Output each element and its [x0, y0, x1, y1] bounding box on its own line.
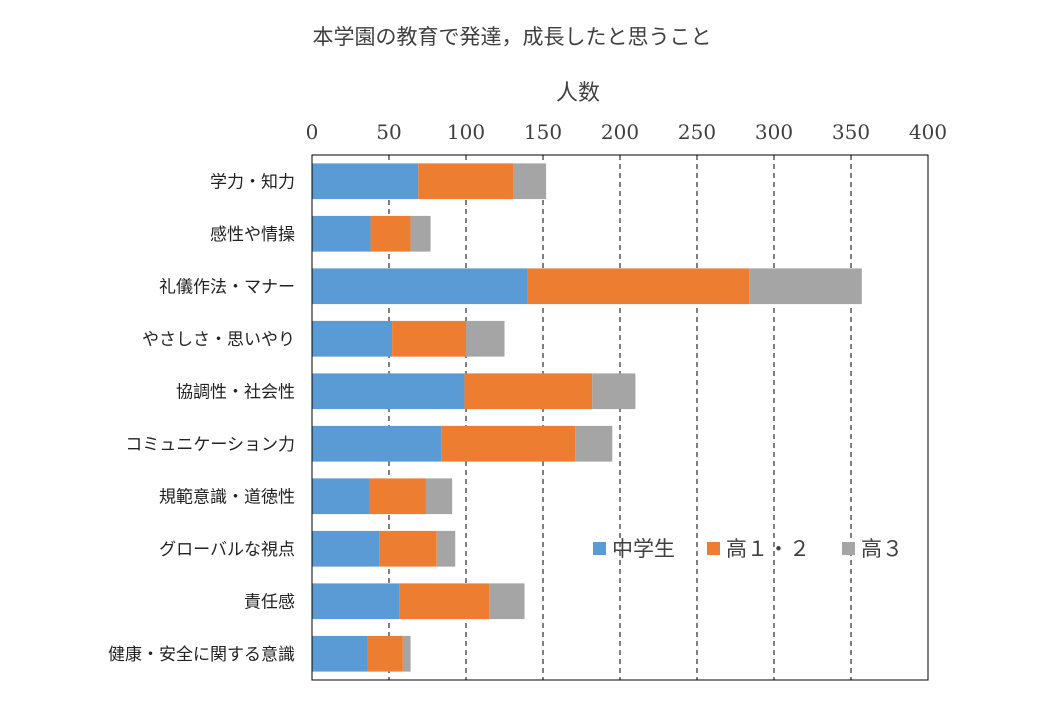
bar-segment: [312, 163, 419, 200]
bar-segment: [464, 373, 593, 410]
bar-segment: [749, 268, 862, 305]
chart-title: 本学園の教育で発達，成長したと思うこと: [313, 25, 712, 49]
legend-swatch: [707, 542, 720, 555]
x-tick-label: 350: [832, 120, 870, 144]
x-tick-label: 0: [306, 120, 319, 144]
category-label: 感性や情操: [210, 225, 295, 245]
x-tick-label: 200: [601, 120, 639, 144]
bar-segment: [312, 268, 528, 305]
bar-segment: [368, 478, 426, 515]
bar-segment: [367, 635, 403, 672]
x-tick-label: 250: [678, 120, 716, 144]
x-tick-label: 150: [524, 120, 562, 144]
category-label: 協調性・社会性: [176, 382, 295, 402]
legend-swatch: [593, 542, 606, 555]
bar-segment: [312, 478, 369, 515]
legend-label: 高１・２: [726, 537, 810, 561]
x-tick-labels: 0 50 100 150 200 250 300 350 400: [306, 120, 947, 144]
bar-segment: [436, 530, 456, 567]
bar-segment: [441, 425, 576, 462]
x-tick-label: 400: [909, 120, 947, 144]
bar-segment: [410, 215, 431, 252]
x-tick-label: 300: [755, 120, 793, 144]
category-label: やさしさ・思いやり: [142, 330, 295, 350]
bar-segment: [575, 425, 613, 462]
category-label: 責任感: [244, 592, 295, 612]
bar-segment: [312, 425, 442, 462]
bar-segment: [592, 373, 636, 410]
bar-segment: [399, 583, 490, 620]
bar-segment: [312, 583, 400, 620]
bar-segment: [379, 530, 437, 567]
x-tick-label: 100: [447, 120, 485, 144]
bar-segment: [312, 530, 380, 567]
bar-segment: [402, 635, 411, 672]
category-label: 礼儀作法・マナー: [159, 277, 295, 297]
legend-label: 高３: [861, 537, 903, 561]
legend-label: 中学生: [612, 537, 675, 561]
category-label: 健康・安全に関する意識: [108, 645, 295, 665]
gridlines: [388, 155, 852, 680]
category-label: グローバルな視点: [159, 540, 295, 560]
legend-swatch: [842, 542, 855, 555]
bar-segment: [312, 635, 368, 672]
plot-frame: [311, 154, 929, 681]
category-labels: 学力・知力感性や情操礼儀作法・マナーやさしさ・思いやり協調性・社会性コミュニケー…: [108, 172, 295, 665]
category-label: コミュニケーション力: [125, 435, 295, 455]
category-label: 規範意識・道徳性: [159, 487, 295, 507]
bar-segment: [425, 478, 453, 515]
bar-segment: [418, 163, 514, 200]
bar-segment: [312, 215, 371, 252]
bar-segment: [392, 320, 466, 357]
bar-segment: [466, 320, 505, 357]
bar-segment: [312, 373, 465, 410]
category-label: 学力・知力: [210, 172, 295, 192]
bars: [312, 163, 862, 672]
legend: 中学生 高１・２ 高３: [593, 537, 903, 561]
bar-segment: [312, 320, 393, 357]
bar-segment: [527, 268, 750, 305]
x-axis-label: 人数: [556, 81, 600, 106]
x-tick-label: 50: [376, 120, 401, 144]
bar-segment: [489, 583, 525, 620]
bar-segment: [513, 163, 547, 200]
bar-segment: [370, 215, 411, 252]
